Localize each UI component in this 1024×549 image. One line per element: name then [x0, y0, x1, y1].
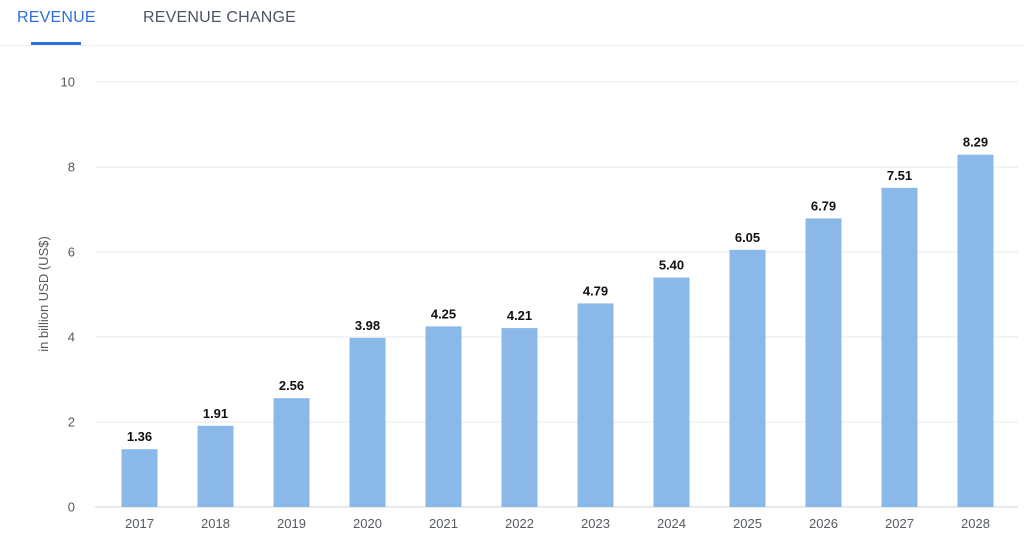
data-label: 6.05: [735, 230, 760, 245]
y-tick-label: 0: [68, 500, 75, 515]
x-tick-label: 2020: [353, 516, 382, 531]
bar-2017[interactable]: [121, 449, 158, 507]
x-tick-label: 2023: [581, 516, 610, 531]
x-tick-label: 2021: [429, 516, 458, 531]
bar-2019[interactable]: [273, 398, 310, 507]
x-tick-label: 2017: [125, 516, 154, 531]
x-tick-label: 2024: [657, 516, 686, 531]
bar-2018[interactable]: [197, 425, 234, 507]
bar-2022[interactable]: [501, 328, 538, 507]
bar-2023[interactable]: [577, 303, 614, 507]
y-tick-label: 4: [68, 330, 75, 345]
x-tick-label: 2018: [201, 516, 230, 531]
bar-2021[interactable]: [425, 326, 462, 507]
data-label: 4.25: [431, 306, 456, 321]
bar-2020[interactable]: [349, 337, 386, 507]
data-label: 4.79: [583, 283, 608, 298]
tab-revenue[interactable]: REVENUE: [17, 9, 96, 26]
data-label: 7.51: [887, 168, 912, 183]
y-tick-label: 8: [68, 160, 75, 175]
y-axis-ticks: 0 2 4 6 8 10: [61, 75, 75, 515]
tab-revenue-change[interactable]: REVENUE CHANGE: [143, 9, 297, 26]
y-axis-title: in billion USD (US$): [36, 236, 51, 352]
bar-2026[interactable]: [805, 218, 842, 508]
gridlines: [95, 81, 1018, 508]
bar-2027[interactable]: [881, 187, 918, 507]
active-tab-indicator: [31, 42, 81, 45]
data-label: 1.36: [127, 429, 152, 444]
value-labels: 1.36 1.91 2.56 3.98 4.25 4.21 4.79 5.40 6.05 6.79…: [127, 135, 988, 445]
bar-2024[interactable]: [653, 277, 690, 508]
data-label: 4.21: [507, 308, 532, 323]
tab-bar: REVENUE REVENUE CHANGE: [0, 0, 1024, 46]
bar-2025[interactable]: [729, 249, 766, 507]
x-tick-label: 2025: [733, 516, 762, 531]
data-label: 1.91: [203, 406, 228, 421]
data-label: 8.29: [963, 135, 988, 150]
data-label: 2.56: [279, 378, 304, 393]
bars: [121, 154, 994, 508]
y-tick-label: 2: [68, 415, 75, 430]
bar-2028[interactable]: [957, 154, 994, 508]
x-tick-label: 2019: [277, 516, 306, 531]
x-tick-label: 2027: [885, 516, 914, 531]
y-tick-label: 6: [68, 245, 75, 260]
x-tick-label: 2026: [809, 516, 838, 531]
x-tick-label: 2022: [505, 516, 534, 531]
data-label: 5.40: [659, 258, 684, 273]
x-tick-label: 2028: [961, 516, 990, 531]
x-axis-ticks: 2017 2018 2019 2020 2021 2022 2023 2024 2025 2026…: [125, 516, 990, 531]
data-label: 3.98: [355, 318, 380, 333]
y-tick-label: 10: [61, 75, 75, 90]
data-label: 6.79: [811, 198, 836, 213]
